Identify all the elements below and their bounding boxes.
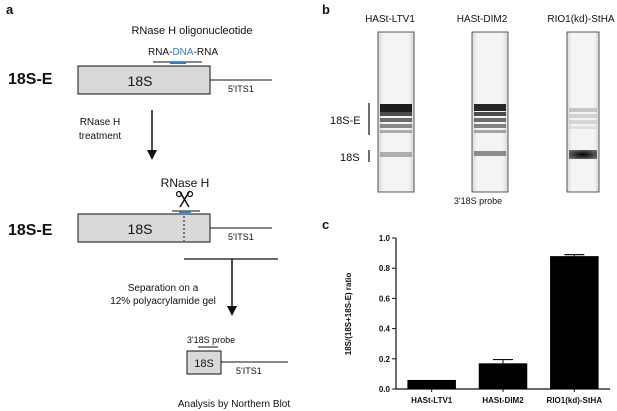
probe-label: 3'18S probe [187,335,235,345]
band-label-18s-e: 18S-E [330,115,361,127]
gel-lane-1 [377,31,415,193]
band-label-18s: 18S [340,152,360,164]
panel-b: b HASt-LTV1 HASt-DIM2 RIO1(kd)-StHA [322,2,615,206]
lane-label-3: RIO1(kd)-StHA [547,14,615,25]
bar [478,363,528,389]
arrow-treatment-head [147,150,157,160]
y-tick-label: 0.4 [379,325,391,334]
x-tick-label: RIO1(kd)-StHA [547,396,603,405]
panel-c: c 18S/(18S+18S-E) ratio 0.0 0.2 0.4 0.6 0.8 1… [322,217,610,405]
bar [407,379,456,389]
18s-box-top [77,65,211,95]
bar-chart: 0.0 0.2 0.4 0.6 0.8 1.0 HASt-LTV1 HASt-DIM2 RIO1… [379,234,610,405]
oligo-rna-left: RNA- [148,47,172,58]
treatment-line2: treatment [79,131,121,142]
its1-label-top: 5'ITS1 [228,84,254,94]
precursor-label-mid: 18S-E [8,222,53,239]
panel-c-label: c [322,217,329,232]
y-tick-label: 0.2 [379,355,391,364]
precursor-label-top: 18S-E [8,71,53,88]
oligo-rna-right: -RNA [194,47,219,58]
arrow-separation-head [227,306,237,316]
analysis-label: Analysis by Northern Blot [178,399,290,410]
y-tick-label: 0.8 [379,264,391,273]
18s-box-mid [77,213,211,243]
rnaseh-label: RNase H [161,176,210,190]
y-axis-title: 18S/(18S+18S-E) ratio [344,273,353,356]
gel-lane-3 [566,31,600,193]
separation-line1: Separation on a [128,283,199,294]
x-tick-label: HASt-DIM2 [482,396,524,405]
probe-caption: 3'18S probe [454,196,502,206]
separation-line2: 12% polyacrylamide gel [110,296,216,307]
oligo-sequence: RNA-DNA-RNA [148,47,218,58]
scissors-icon [175,190,194,208]
x-tick-label: HASt-LTV1 [411,396,453,405]
treatment-line1: RNase H [80,117,121,128]
y-tick-label: 0.6 [379,294,391,303]
oligo-title: RNase H oligonucleotide [131,25,252,37]
18s-box-label-mid: 18S [128,221,153,237]
lane-label-2: HASt-DIM2 [457,14,508,25]
panel-a-label: a [6,2,14,17]
lane-label-1: HASt-LTV1 [365,14,415,25]
its1-label-mid: 5'ITS1 [228,232,254,242]
oligo-dna: DNA [172,47,193,58]
its1-label-product: 5'ITS1 [236,366,262,376]
panel-a: a RNase H oligonucleotide RNA-DNA-RNA 18… [6,2,290,410]
panel-b-label: b [322,2,330,17]
y-tick-label: 1.0 [379,234,391,243]
18s-box-label-top: 18S [128,73,153,89]
y-tick-label: 0.0 [379,385,391,394]
bar [550,256,599,389]
gel-lane-2 [471,31,509,193]
18s-box-label-product: 18S [194,358,214,370]
